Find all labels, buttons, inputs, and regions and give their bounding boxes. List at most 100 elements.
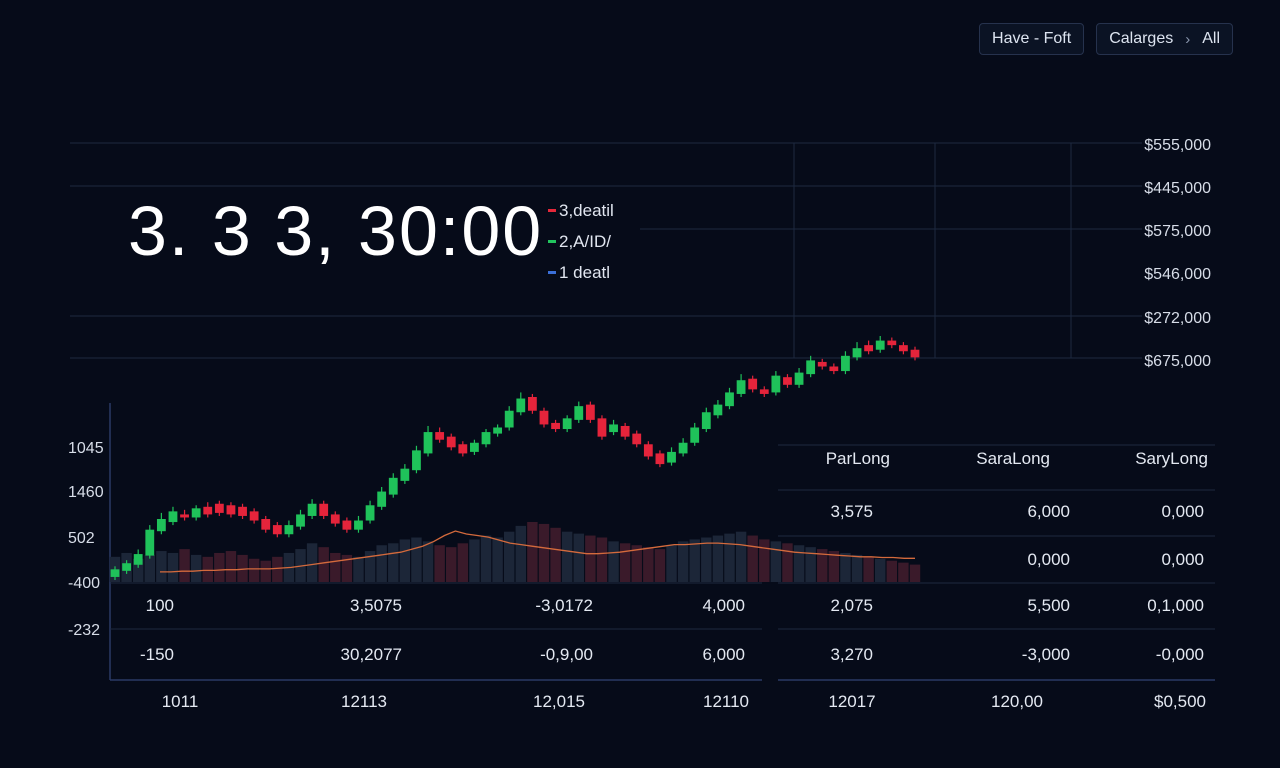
candle-body-28 [435,432,445,440]
timeframe-button[interactable]: Have - Foft [979,23,1085,55]
volume-bar-46 [643,547,654,582]
volume-bar-11 [237,554,248,582]
table-header-0: ParLong [826,449,890,468]
volume-bar-52 [712,535,724,582]
candle-body-23 [377,491,387,507]
candle-body-12 [249,511,259,521]
candle-body-31 [470,442,479,452]
table-cell-r3-c1: -3,000 [1022,645,1070,664]
table-cell-r0-c1: 6,000 [1027,502,1070,521]
volume-bar-33 [492,537,503,582]
candle-body-8 [203,506,213,515]
volume-bar-12 [248,558,260,582]
candle-body-3 [145,529,155,556]
legend-item-2[interactable]: 2,A/ID/ [548,226,614,257]
left-cell-r0-c3: 4,000 [702,596,745,615]
y-tick-left-0: 1045 [68,440,104,457]
candle-body-50 [690,427,700,443]
volume-bar-17 [306,543,318,582]
volume-bar-69 [909,564,921,582]
x-tick-3: 12110 [703,692,749,711]
left-cell-r0-c1: 3,5075 [350,596,402,615]
y-tick-left-3: -400 [68,575,100,592]
candle-body-55 [748,378,758,390]
table-header-2: SaryLong [1135,449,1208,468]
volume-bar-34 [503,531,515,582]
candle-body-60 [806,360,816,375]
table-cell-r2-c0: 2,075 [830,596,873,615]
candle-body-68 [899,345,908,352]
candle-body-67 [887,340,897,346]
category-filter-label: Calarges [1109,30,1174,47]
y-tick-right-1: $445,000 [1144,180,1211,197]
volume-bar-64 [851,554,863,582]
candle-body-6 [180,514,189,518]
volume-bar-5 [167,552,179,582]
candle-body-32 [481,432,491,445]
volume-bar-14 [272,556,283,582]
candle-body-57 [771,375,781,393]
volume-bar-4 [156,551,167,582]
candle-body-22 [365,505,375,521]
volume-bar-55 [747,535,758,582]
left-cell-r1-c1: 30,2077 [341,645,402,664]
volume-bar-27 [422,541,434,582]
table-header-1: SaraLong [976,449,1050,468]
candle-body-62 [829,366,839,372]
volume-bar-9 [214,552,225,582]
volume-bar-44 [619,543,631,582]
volume-bar-3 [144,554,155,582]
category-filter-button[interactable]: Calarges › All [1096,23,1233,55]
ma-line [160,530,915,573]
table-cell-r1-c1: 0,000 [1027,550,1070,569]
candle-body-66 [875,340,885,350]
table-cell-r2-c1: 5,500 [1027,596,1070,615]
volume-bar-7 [190,554,202,582]
volume-bar-31 [469,539,480,582]
volume-bar-6 [179,549,190,582]
volume-bar-68 [898,562,909,582]
y-tick-left-1: 1460 [68,484,104,501]
y-tick-right-3: $546,000 [1144,266,1211,283]
candle-body-38 [551,422,560,430]
volume-bar-43 [608,541,619,582]
candle-body-53 [725,392,734,407]
toolbar: Have - Foft Calarges › All [979,23,1233,55]
candle-body-24 [388,477,398,495]
candle-body-25 [400,468,410,481]
volume-bar-67 [886,560,898,582]
x-tick-1: 12113 [341,692,387,711]
volume-bar-20 [341,554,353,582]
table-cell-r0-c0: 3,575 [830,502,873,521]
left-cell-r1-c0: -150 [140,645,174,664]
volume-bar-49 [677,541,689,582]
volume-bar-30 [457,543,469,582]
legend-item-1[interactable]: 3,deatil [548,195,614,226]
left-cell-r1-c2: -0,9,00 [540,645,593,664]
candle-body-4 [156,519,166,532]
candle-body-64 [852,348,862,358]
volume-bar-2 [132,558,144,582]
legend-item-3[interactable]: 1 deatl [548,257,614,288]
volume-bar-23 [376,545,387,582]
candle-body-5 [168,511,178,523]
volume-bar-35 [515,525,527,582]
volume-bar-28 [434,545,445,582]
candle-body-18 [319,503,329,516]
candle-body-14 [272,525,282,535]
candle-body-61 [817,361,827,367]
candle-body-37 [539,410,549,425]
volume-bar-59 [793,545,805,582]
volume-bar-62 [828,551,840,582]
volume-bar-45 [631,545,642,582]
candle-body-27 [423,432,433,454]
y-tick-right-5: $675,000 [1144,353,1211,370]
candle-body-44 [620,425,630,437]
volume-bar-10 [225,551,237,582]
x-tick-6: $0,500 [1154,692,1206,711]
volume-bar-22 [364,551,376,582]
candle-body-16 [296,514,305,527]
candle-body-58 [783,377,792,385]
volume-bar-58 [782,543,793,582]
